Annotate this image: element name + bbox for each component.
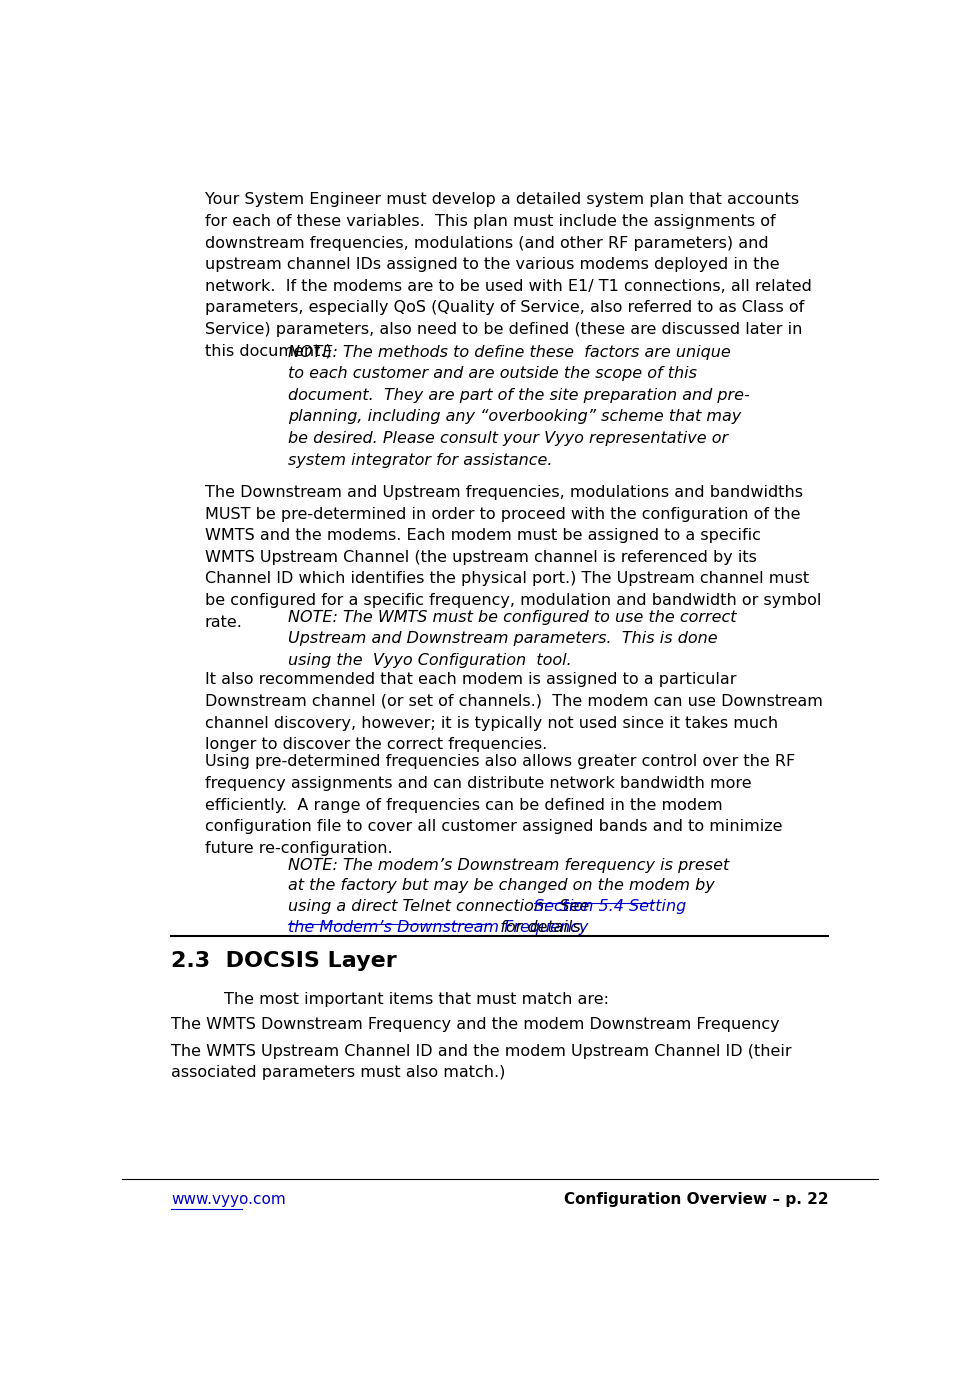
Text: NOTE: The methods to define these  factors are unique
to each customer and are o: NOTE: The methods to define these factor… (289, 344, 750, 467)
Text: The WMTS Upstream Channel ID and the modem Upstream Channel ID (their
associated: The WMTS Upstream Channel ID and the mod… (171, 1043, 792, 1081)
Text: NOTE: The WMTS must be configured to use the correct
Upstream and Downstream par: NOTE: The WMTS must be configured to use… (289, 609, 737, 668)
Text: The most important items that must match are:: The most important items that must match… (224, 992, 608, 1006)
Text: The Downstream and Upstream frequencies, modulations and bandwidths
MUST be pre-: The Downstream and Upstream frequencies,… (205, 485, 821, 630)
Text: Section 5.4 Setting: Section 5.4 Setting (533, 900, 686, 914)
Text: Your System Engineer must develop a detailed system plan that accounts
for each : Your System Engineer must develop a deta… (205, 192, 812, 359)
Text: at the factory but may be changed on the modem by: at the factory but may be changed on the… (289, 879, 715, 893)
Text: NOTE: The modem’s Downstream ferequency is preset: NOTE: The modem’s Downstream ferequency … (289, 857, 729, 872)
Text: for details.: for details. (489, 920, 585, 934)
Text: It also recommended that each modem is assigned to a particular
Downstream chann: It also recommended that each modem is a… (205, 673, 823, 752)
Text: the Modem’s Downstream Frequency: the Modem’s Downstream Frequency (289, 920, 589, 934)
Text: www.vyyo.com: www.vyyo.com (171, 1191, 286, 1206)
Text: The WMTS Downstream Frequency and the modem Downstream Frequency: The WMTS Downstream Frequency and the mo… (171, 1017, 780, 1032)
Text: 2.3  DOCSIS Layer: 2.3 DOCSIS Layer (171, 951, 397, 972)
Text: using a direct Telnet connection.  See: using a direct Telnet connection. See (289, 900, 595, 914)
Text: Using pre-determined frequencies also allows greater control over the RF
frequen: Using pre-determined frequencies also al… (205, 755, 796, 855)
Text: Configuration Overview – p. 22: Configuration Overview – p. 22 (564, 1191, 829, 1206)
